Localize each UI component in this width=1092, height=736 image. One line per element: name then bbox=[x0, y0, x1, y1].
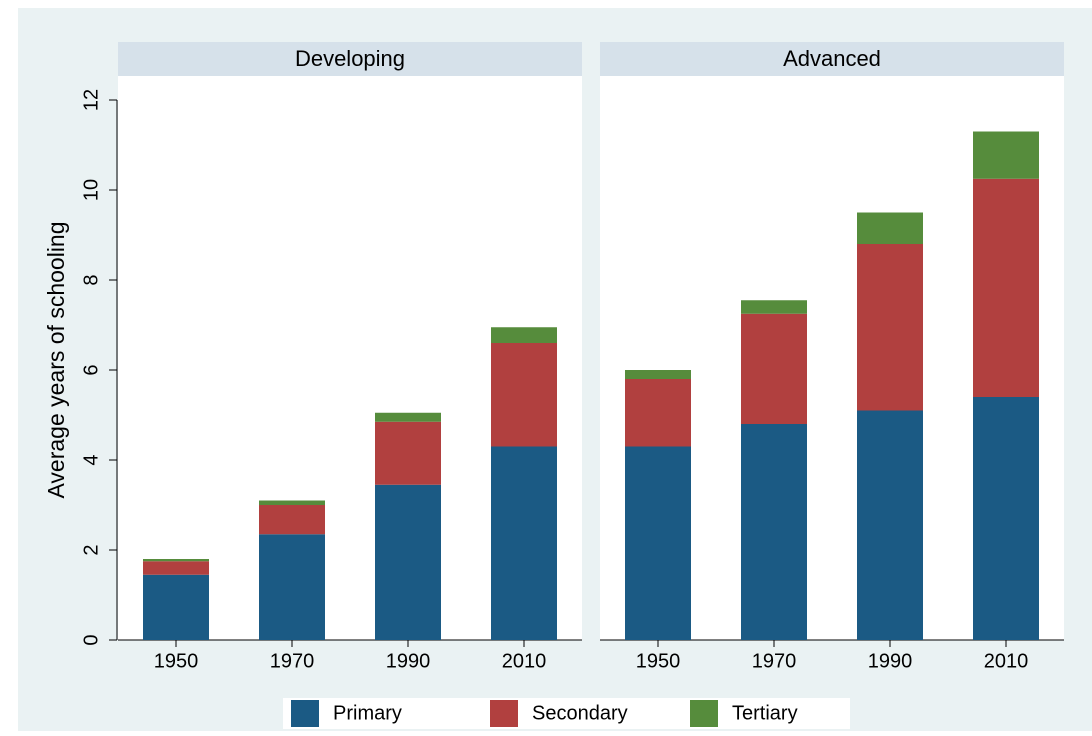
x-tick-label: 2010 bbox=[502, 650, 547, 672]
bar-segment bbox=[143, 574, 209, 640]
y-tick-label: 6 bbox=[80, 364, 102, 375]
legend-box bbox=[283, 698, 850, 729]
bar-segment bbox=[973, 397, 1039, 640]
y-axis-label: Average years of schooling bbox=[43, 221, 69, 498]
bar-segment bbox=[625, 446, 691, 640]
legend-label: Secondary bbox=[532, 702, 628, 724]
bar-segment bbox=[741, 313, 807, 424]
bar-segment bbox=[491, 446, 557, 640]
y-tick-label: 8 bbox=[80, 274, 102, 285]
bar-segment bbox=[625, 379, 691, 447]
x-tick-label: 1990 bbox=[868, 650, 913, 672]
bar-segment bbox=[741, 424, 807, 640]
bar-segment bbox=[375, 412, 441, 422]
bar-segment bbox=[973, 178, 1039, 397]
bar-segment bbox=[491, 343, 557, 447]
bar-segment bbox=[375, 421, 441, 485]
y-tick-label: 4 bbox=[80, 454, 102, 465]
bar-segment bbox=[625, 370, 691, 379]
x-tick-label: 1950 bbox=[154, 650, 199, 672]
x-tick-label: 1970 bbox=[270, 650, 315, 672]
panel-header bbox=[118, 42, 582, 76]
y-tick-label: 2 bbox=[80, 544, 102, 555]
x-tick-label: 1970 bbox=[752, 650, 797, 672]
y-tick-label: 0 bbox=[80, 634, 102, 645]
bar-segment bbox=[741, 300, 807, 314]
bar-segment bbox=[857, 410, 923, 640]
bar-segment bbox=[143, 561, 209, 575]
bar-segment bbox=[491, 327, 557, 343]
bar-segment bbox=[857, 244, 923, 411]
bar-segment bbox=[143, 559, 209, 562]
bar-segment bbox=[259, 505, 325, 535]
y-tick-label: 12 bbox=[80, 89, 102, 111]
panel-title: Developing bbox=[295, 46, 405, 71]
legend-label: Tertiary bbox=[732, 702, 798, 724]
bar-segment bbox=[973, 131, 1039, 179]
y-tick-label: 10 bbox=[80, 179, 102, 201]
legend-label: Primary bbox=[333, 702, 402, 724]
x-tick-label: 2010 bbox=[984, 650, 1029, 672]
bar-segment bbox=[259, 500, 325, 505]
legend-swatch bbox=[490, 700, 518, 727]
x-tick-label: 1990 bbox=[386, 650, 431, 672]
panel-header bbox=[600, 42, 1064, 76]
bar-segment bbox=[259, 534, 325, 640]
x-tick-label: 1950 bbox=[636, 650, 681, 672]
legend-swatch bbox=[690, 700, 718, 727]
bar-segment bbox=[857, 212, 923, 244]
legend-swatch bbox=[291, 700, 319, 727]
panel-title: Advanced bbox=[783, 46, 881, 71]
bar-segment bbox=[375, 484, 441, 640]
